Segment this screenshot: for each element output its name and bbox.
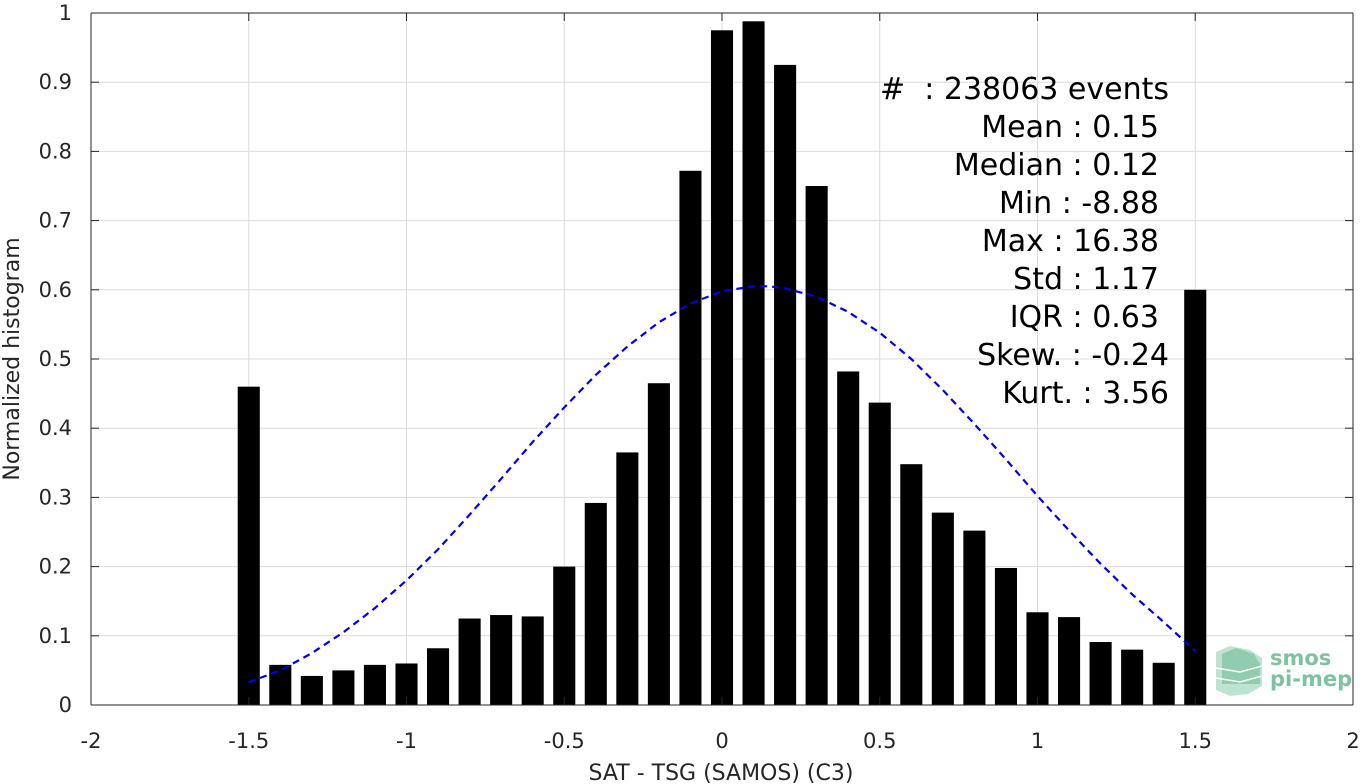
x-tick-label: 0 — [715, 729, 728, 753]
histogram-bar — [237, 386, 260, 705]
histogram-bar — [269, 664, 292, 705]
histogram-bar — [710, 30, 734, 706]
histogram-bar — [1184, 289, 1207, 705]
x-tick-labels: -2 -1.5 -1 -0.5 0 0.5 1 1.5 2 — [81, 729, 1360, 753]
histogram-bar — [647, 383, 670, 705]
histogram-bar — [868, 402, 891, 705]
histogram-bar — [1058, 617, 1081, 705]
normal-fit-curve-group — [248, 285, 1197, 684]
y-tick-label: 0.5 — [39, 347, 72, 371]
histogram-bar — [490, 615, 513, 705]
histogram-bar — [521, 616, 544, 705]
x-tick-label: -2 — [81, 729, 102, 753]
logo-mark-icon — [1215, 646, 1263, 696]
y-tick-label: 0.9 — [39, 70, 72, 94]
histogram-bar — [427, 648, 450, 705]
x-tick-label: 0.5 — [863, 729, 896, 753]
normal-fit-curve — [248, 285, 1197, 684]
histogram-bar — [805, 186, 828, 705]
histogram-bar — [458, 618, 481, 705]
histogram-bar — [837, 371, 860, 705]
histogram-bar — [395, 663, 418, 705]
x-tick-label: -0.5 — [544, 729, 585, 753]
stat-min: Min : -8.88 — [999, 186, 1159, 221]
x-tick-label: 2 — [1346, 729, 1359, 753]
y-tick-label: 0.4 — [39, 416, 72, 440]
y-tick-label: 1 — [59, 1, 72, 25]
histogram-bar — [742, 21, 765, 705]
stat-iqr: IQR : 0.63 — [1010, 300, 1159, 335]
y-tick-label: 0 — [59, 693, 72, 717]
y-tick-labels: 0 0.1 0.2 0.3 0.4 0.5 0.6 0.7 0.8 0.9 1 — [39, 1, 72, 717]
histogram-bar — [616, 452, 639, 705]
stats-box: # : 238063 events Mean : 0.15 Median : 0… — [880, 72, 1169, 411]
y-tick-label: 0.7 — [39, 209, 72, 233]
histogram-bar — [1026, 612, 1049, 705]
y-tick-label: 0.8 — [39, 139, 72, 163]
histogram-bar — [553, 566, 576, 705]
x-tick-label: -1 — [396, 729, 417, 753]
histogram-bar — [332, 670, 355, 705]
histogram-bar — [363, 664, 386, 705]
x-tick-label: -1.5 — [228, 729, 269, 753]
stat-median: Median : 0.12 — [954, 148, 1159, 183]
stat-std: Std : 1.17 — [1013, 262, 1159, 297]
histogram-bar — [994, 567, 1017, 705]
stat-max: Max : 16.38 — [982, 224, 1159, 259]
histogram-bar — [774, 64, 797, 705]
axes-frame — [90, 12, 1354, 706]
logo-text-smos: smos — [1270, 646, 1331, 670]
histogram-bar — [300, 675, 323, 705]
histogram-bars — [237, 21, 1207, 706]
histogram-bar — [584, 502, 607, 705]
y-tick-label: 0.1 — [39, 624, 72, 648]
histogram-bar — [1121, 649, 1144, 705]
histogram-bar — [931, 512, 954, 705]
stat-skewness: Skew. : -0.24 — [977, 338, 1169, 373]
y-axis-label: Normalized histogram — [0, 237, 25, 480]
x-tick-label: 1 — [1031, 729, 1044, 753]
x-axis-label: SAT - TSG (SAMOS) (C3) — [589, 761, 854, 784]
histogram-bar — [1152, 662, 1175, 705]
y-tick-label: 0.3 — [39, 485, 72, 509]
y-tick-label: 0.2 — [39, 555, 72, 579]
stat-kurtosis: Kurt. : 3.56 — [1002, 376, 1169, 411]
y-tick-label: 0.6 — [39, 278, 72, 302]
histogram-bar — [900, 464, 923, 705]
histogram-bar — [1089, 642, 1112, 705]
smos-pi-mep-logo: smos pi-mep — [1215, 646, 1352, 696]
stat-mean: Mean : 0.15 — [981, 110, 1159, 145]
logo-text-pi-mep: pi-mep — [1270, 667, 1352, 691]
histogram-bar — [963, 530, 986, 705]
x-tick-label: 1.5 — [1179, 729, 1212, 753]
stat-events: # : 238063 events — [880, 72, 1169, 107]
histogram-bar — [679, 170, 702, 705]
